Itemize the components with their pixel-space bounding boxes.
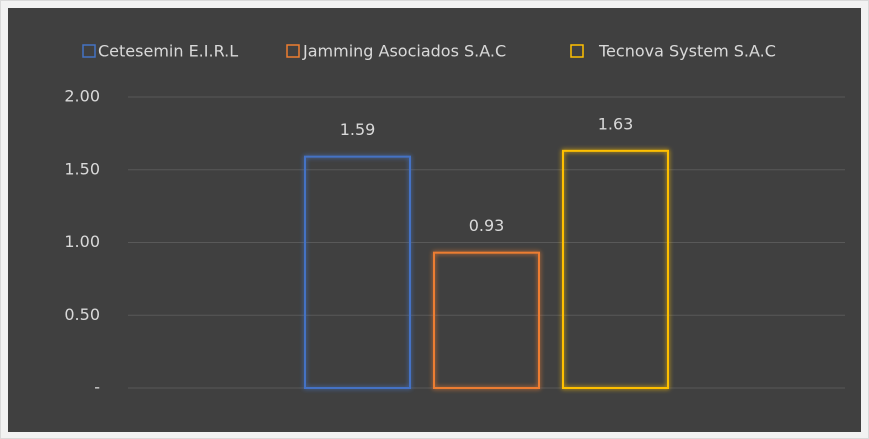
- y-tick-label: 0.50: [64, 305, 100, 324]
- legend-swatch: [570, 44, 584, 58]
- legend-label: Tecnova System S.A.C: [598, 42, 776, 61]
- legend-swatch: [82, 44, 96, 58]
- data-label: 1.63: [598, 114, 634, 133]
- legend-swatch: [286, 44, 300, 58]
- y-tick-label: 2.00: [64, 87, 100, 106]
- data-label: 1.59: [340, 120, 376, 139]
- y-tick-label: -: [94, 378, 100, 397]
- legend-label: Cetesemin E.I.R.L: [98, 42, 238, 61]
- legend-label: Jamming Asociados S.A.C: [302, 42, 506, 61]
- bar: [433, 251, 540, 389]
- bar: [304, 155, 411, 389]
- data-label: 0.93: [469, 216, 505, 235]
- bar: [562, 149, 669, 389]
- y-tick-label: 1.50: [64, 159, 100, 178]
- y-tick-label: 1.00: [64, 232, 100, 251]
